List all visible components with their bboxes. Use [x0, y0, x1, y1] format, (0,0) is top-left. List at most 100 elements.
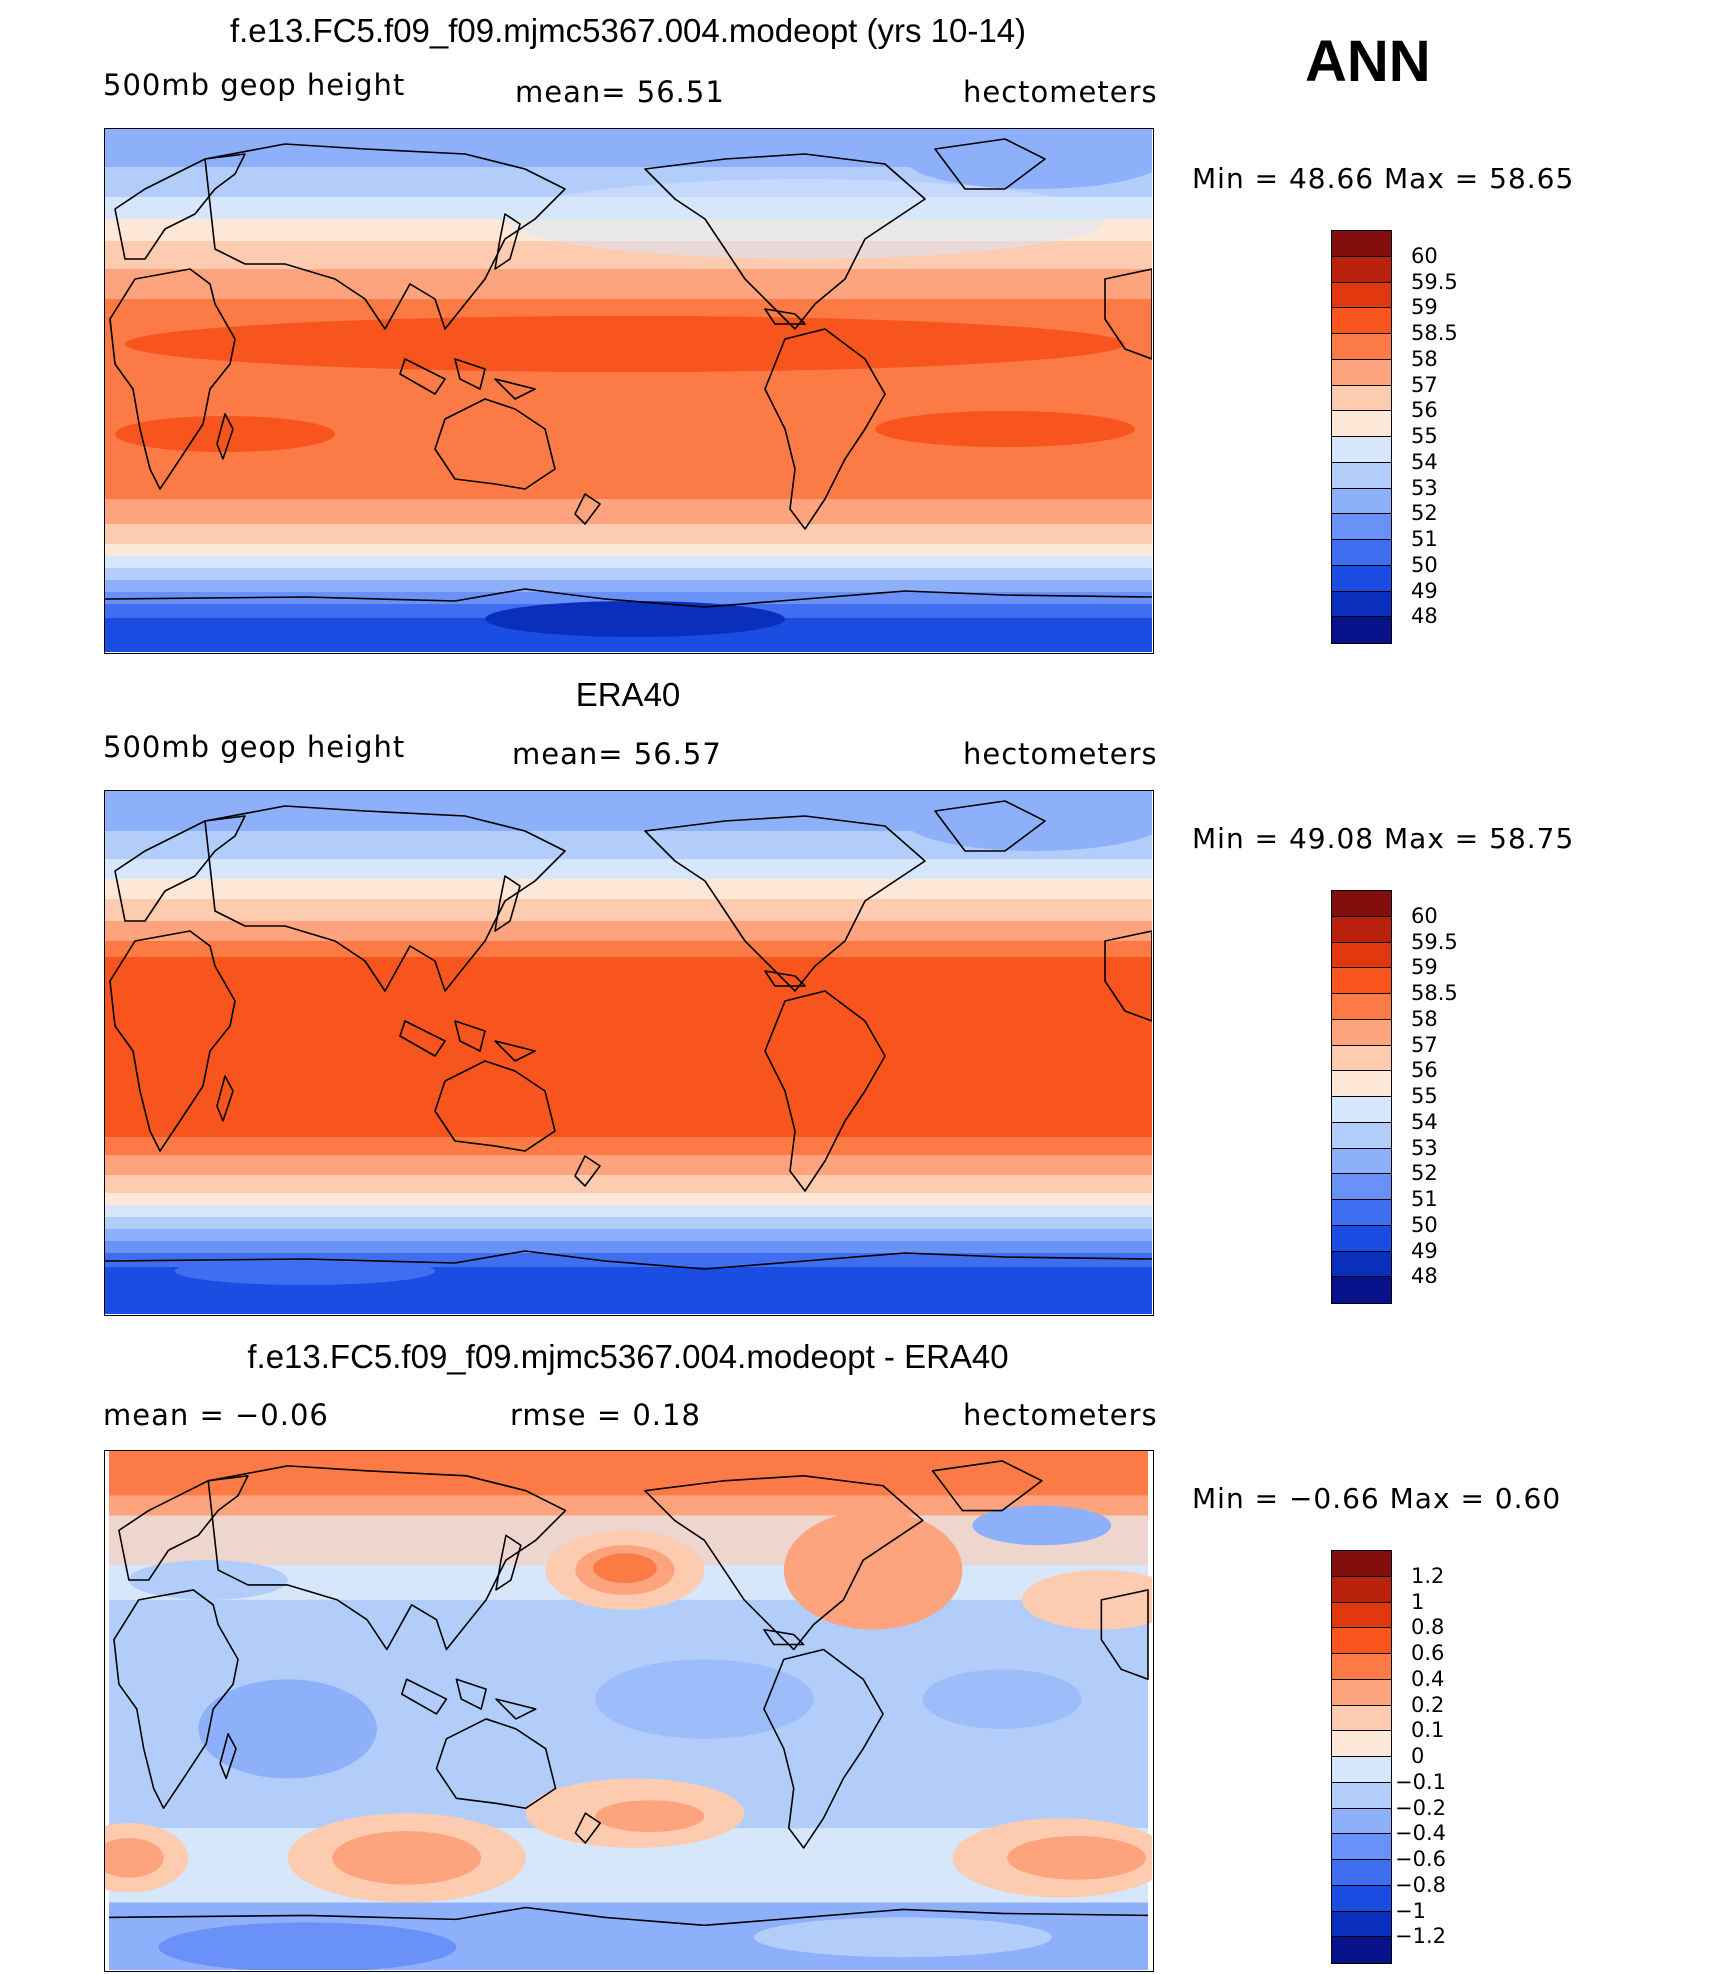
- colorbar-segment: [1332, 565, 1391, 592]
- colorbar-segment: [1332, 1019, 1391, 1046]
- colorbar-tick-label: 59: [1411, 295, 1438, 320]
- colorbar-tick-label: 54: [1411, 1109, 1438, 1134]
- colorbar-segment: [1332, 1277, 1391, 1303]
- colorbar-segment: [1332, 1679, 1391, 1706]
- colorbar-segment: [1332, 334, 1391, 360]
- panel-3-title: f.e13.FC5.f09_f09.mjmc5367.004.modeopt -…: [247, 1338, 1009, 1375]
- panel-1-title: f.e13.FC5.f09_f09.mjmc5367.004.modeopt (…: [229, 12, 1027, 49]
- colorbar-segment: [1332, 994, 1391, 1020]
- colorbar-tick-label: 54: [1411, 449, 1438, 474]
- colorbar-tick-label: −1.2: [1395, 1924, 1446, 1949]
- colorbar-tick-label: 56: [1411, 1058, 1438, 1083]
- colorbar-tick-label: 58: [1411, 346, 1438, 371]
- colorbar-segment: [1332, 591, 1391, 618]
- colorbar-segment: [1332, 1097, 1391, 1123]
- panel-1-map-svg: [105, 129, 1152, 652]
- colorbar-segment: [1332, 256, 1391, 283]
- colorbar-tick-label: 57: [1411, 372, 1438, 397]
- colorbar-tick-label: −0.1: [1395, 1769, 1446, 1794]
- colorbar-segment: [1332, 1808, 1391, 1835]
- panel-3-minmax: Min = −0.66 Max = 0.60: [1192, 1482, 1562, 1515]
- colorbar-segment: [1332, 1731, 1391, 1757]
- colorbar-tick-label: 0.8: [1411, 1615, 1445, 1640]
- panel-3-mean-label: mean = −0.06: [103, 1398, 329, 1432]
- colorbar-segment: [1332, 942, 1391, 969]
- panel-2-mean-label: mean= 56.57: [512, 737, 722, 771]
- colorbar-tick-label: 56: [1411, 398, 1438, 423]
- panel-2-colorbar: [1331, 890, 1392, 1304]
- panel-3-colorbar: [1331, 1550, 1392, 1964]
- colorbar-segment: [1332, 968, 1391, 994]
- panel-1-colorbar: [1331, 230, 1392, 644]
- colorbar-tick-label: 58.5: [1411, 321, 1458, 345]
- panel-1-mean-label: mean= 56.51: [515, 75, 725, 109]
- panel-1-units-label: hectometers: [963, 75, 1158, 109]
- colorbar-tick-label: 51: [1411, 527, 1438, 551]
- colorbar-tick-label: 57: [1411, 1032, 1438, 1057]
- colorbar-tick-label: −1: [1395, 1898, 1426, 1923]
- colorbar-tick-label: 55: [1411, 424, 1438, 448]
- panel-1-colorbar-labels: 60 59.5 59 58.5 58 57 56 55 54 53 52 51 50 49 48: [1403, 230, 1503, 644]
- panel-3-colorbar-labels: 1.2 1 0.8 0.6 0.4 0.2 0.1 0 −0.1 −0.2 −0.4 −0.6 −0.8…: [1395, 1550, 1503, 1964]
- colorbar-tick-label: 59: [1411, 955, 1438, 980]
- panel-3-map: [104, 1450, 1154, 1972]
- colorbar-tick-label: −0.4: [1395, 1821, 1446, 1846]
- colorbar-segment: [1332, 488, 1391, 515]
- colorbar-segment: [1332, 282, 1391, 309]
- colorbar-segment: [1332, 1602, 1391, 1629]
- colorbar-tick-label: 53: [1411, 1135, 1438, 1160]
- colorbar-tick-label: 1: [1411, 1589, 1425, 1614]
- colorbar-tick-label: 0.6: [1411, 1641, 1445, 1665]
- colorbar-tick-label: 52: [1411, 501, 1438, 526]
- colorbar-segment: [1332, 359, 1391, 386]
- colorbar-tick-label: 0.4: [1411, 1666, 1445, 1691]
- colorbar-segment: [1332, 308, 1391, 334]
- panel-3-map-svg: [105, 1451, 1152, 1970]
- panel-1-minmax: Min = 48.66 Max = 58.65: [1192, 162, 1575, 195]
- panel-2-map-svg: [105, 791, 1152, 1314]
- colorbar-segment: [1332, 1576, 1391, 1603]
- panel-2-map: [104, 790, 1154, 1316]
- panel-2-colorbar-labels: 60 59.5 59 58.5 58 57 56 55 54 53 52 51 50 49 48: [1403, 890, 1503, 1304]
- colorbar-segment: [1332, 1654, 1391, 1680]
- colorbar-tick-label: 58.5: [1411, 981, 1458, 1005]
- colorbar-segment: [1332, 617, 1391, 643]
- colorbar-tick-label: 52: [1411, 1161, 1438, 1186]
- colorbar-segment: [1332, 891, 1391, 917]
- colorbar-segment: [1332, 385, 1391, 412]
- colorbar-tick-label: 59.5: [1411, 929, 1458, 954]
- colorbar-segment: [1332, 437, 1391, 463]
- colorbar-tick-label: 50: [1411, 552, 1438, 577]
- colorbar-segment: [1332, 1200, 1391, 1226]
- colorbar-tick-label: −0.6: [1395, 1847, 1446, 1871]
- colorbar-segment: [1332, 462, 1391, 489]
- colorbar-segment: [1332, 1174, 1391, 1200]
- colorbar-segment: [1332, 1045, 1391, 1072]
- colorbar-segment: [1332, 1071, 1391, 1097]
- colorbar-segment: [1332, 231, 1391, 257]
- panel-2-minmax: Min = 49.08 Max = 58.75: [1192, 822, 1575, 855]
- colorbar-tick-label: 0: [1411, 1744, 1425, 1768]
- panel-3-rmse-label: rmse = 0.18: [510, 1398, 701, 1432]
- colorbar-segment: [1332, 1628, 1391, 1654]
- panel-2-units-label: hectometers: [963, 737, 1158, 771]
- colorbar-segment: [1332, 1551, 1391, 1577]
- colorbar-tick-label: 49: [1411, 578, 1438, 603]
- colorbar-tick-label: 60: [1411, 243, 1438, 268]
- colorbar-segment: [1332, 1937, 1391, 1963]
- colorbar-tick-label: 59.5: [1411, 269, 1458, 294]
- panel-2-title: ERA40: [575, 676, 681, 713]
- colorbar-tick-label: 50: [1411, 1212, 1438, 1237]
- panel-2-variable-label: 500mb geop height: [103, 730, 406, 764]
- colorbar-segment: [1332, 540, 1391, 566]
- colorbar-segment: [1332, 1757, 1391, 1783]
- colorbar-segment: [1332, 1834, 1391, 1860]
- colorbar-tick-label: 48: [1411, 604, 1438, 629]
- colorbar-tick-label: 51: [1411, 1187, 1438, 1211]
- colorbar-tick-label: −0.2: [1395, 1795, 1446, 1820]
- colorbar-segment: [1332, 916, 1391, 943]
- colorbar-segment: [1332, 1885, 1391, 1912]
- colorbar-tick-label: 53: [1411, 475, 1438, 500]
- colorbar-tick-label: 58: [1411, 1006, 1438, 1031]
- colorbar-tick-label: 0.1: [1411, 1718, 1445, 1743]
